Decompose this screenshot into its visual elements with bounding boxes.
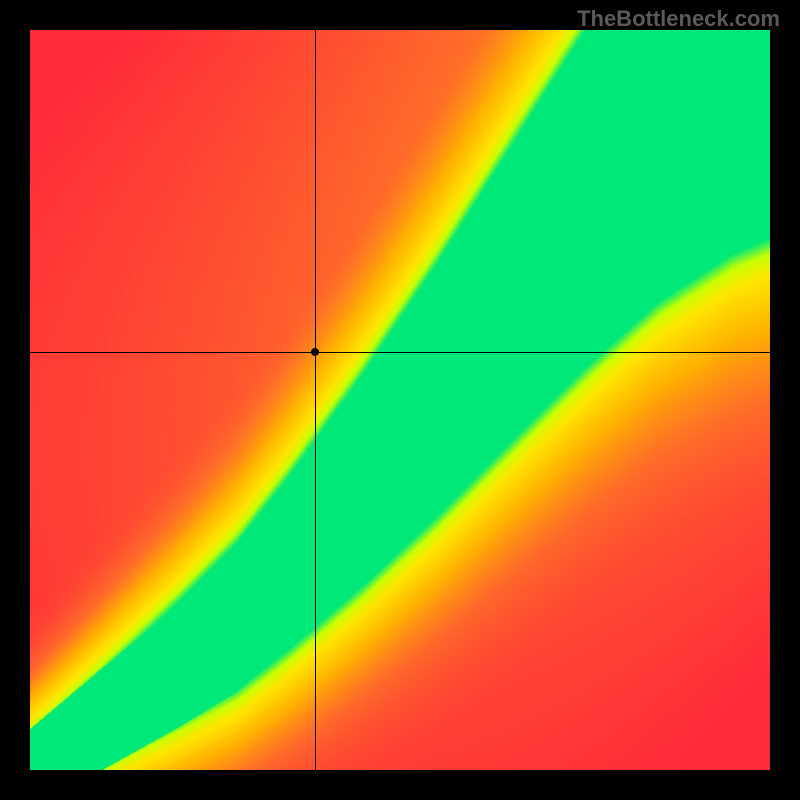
plot-area	[30, 30, 770, 770]
crosshair-marker	[311, 348, 319, 356]
heatmap-canvas	[30, 30, 770, 770]
crosshair-vertical	[315, 30, 316, 770]
crosshair-horizontal	[30, 352, 770, 353]
watermark-text: TheBottleneck.com	[577, 6, 780, 32]
chart-container: TheBottleneck.com	[0, 0, 800, 800]
